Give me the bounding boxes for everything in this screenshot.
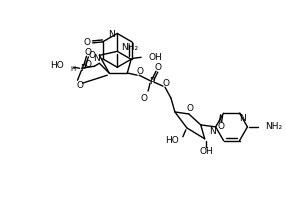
Text: H: H — [70, 66, 75, 72]
Text: NH₂: NH₂ — [265, 122, 283, 131]
Text: OH: OH — [200, 147, 214, 156]
Text: O: O — [137, 67, 144, 76]
Text: NH₂: NH₂ — [121, 43, 138, 52]
Text: O: O — [83, 38, 90, 47]
Text: O: O — [141, 94, 148, 103]
Text: O: O — [217, 121, 224, 131]
Text: O: O — [85, 48, 92, 57]
Text: P: P — [149, 77, 155, 86]
Text: O: O — [77, 81, 84, 90]
Text: O: O — [89, 51, 96, 60]
Text: O: O — [162, 79, 170, 88]
Text: N: N — [93, 54, 100, 63]
Text: HO: HO — [165, 136, 179, 145]
Text: N: N — [239, 114, 246, 123]
Text: O: O — [154, 63, 162, 72]
Text: N: N — [108, 30, 115, 39]
Text: O: O — [186, 104, 193, 114]
Text: N: N — [209, 127, 216, 136]
Text: OH: OH — [148, 53, 162, 62]
Text: P: P — [80, 64, 85, 73]
Text: O: O — [85, 60, 92, 69]
Text: HO: HO — [50, 61, 63, 70]
